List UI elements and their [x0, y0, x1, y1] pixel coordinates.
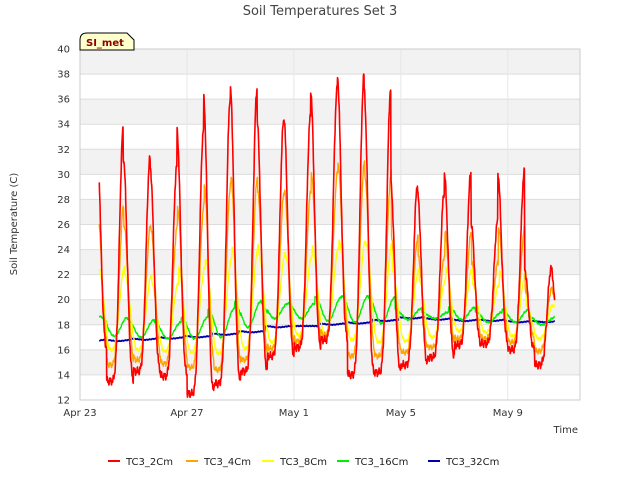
y-tick-label: 26	[57, 220, 70, 231]
y-tick-label: 30	[57, 170, 70, 181]
y-tick-label: 34	[57, 120, 70, 131]
y-tick-label: 22	[57, 270, 70, 281]
y-tick-label: 40	[57, 45, 70, 56]
x-tick-label: Apr 23	[63, 408, 96, 419]
y-tick-label: 32	[57, 145, 70, 156]
y-tick-label: 20	[57, 295, 70, 306]
y-tick-label: 28	[57, 195, 70, 206]
x-tick-label: May 1	[279, 408, 309, 419]
y-tick-label: 38	[57, 70, 70, 81]
legend-label: TC3_2Cm	[125, 457, 173, 468]
plot-frame	[79, 48, 581, 401]
chart-title: Soil Temperatures Set 3	[243, 4, 398, 19]
y-axis-ticks: 12 14 16 18 20 22 24 26 28 30 32 34 36 38 40	[57, 45, 70, 407]
legend-label: TC3_8Cm	[279, 457, 327, 468]
grid-band	[80, 149, 580, 175]
y-axis-label: Soil Temperature (C)	[9, 173, 20, 276]
x-tick-label: Apr 27	[170, 408, 203, 419]
legend-label: TC3_32Cm	[445, 457, 499, 468]
x-axis-ticks: Apr 23 Apr 27 May 1 May 5 May 9	[63, 408, 523, 419]
series-line-tc3-2cm	[98, 73, 556, 399]
x-axis-label: Time	[553, 425, 578, 436]
legend-label: TC3_4Cm	[203, 457, 251, 468]
legend: TC3_2Cm TC3_4Cm TC3_8Cm TC3_16Cm TC3_32Cm	[108, 457, 499, 468]
y-tick-label: 12	[57, 396, 70, 407]
series-lines	[98, 73, 556, 399]
y-tick-label: 24	[57, 245, 70, 256]
grid-band	[80, 99, 580, 125]
site-badge-label: SI_met	[86, 38, 124, 49]
x-tick-label: May 5	[386, 408, 416, 419]
grid-band	[80, 199, 580, 225]
site-badge: SI_met	[79, 32, 135, 51]
grid-band	[80, 49, 580, 75]
y-tick-label: 18	[57, 320, 70, 331]
grid-band	[80, 349, 580, 375]
y-tick-label: 16	[57, 345, 70, 356]
legend-label: TC3_16Cm	[354, 457, 408, 468]
y-tick-label: 36	[57, 95, 70, 106]
y-tick-label: 14	[57, 370, 70, 381]
series-line-tc3-4cm	[98, 160, 556, 374]
x-tick-label: May 9	[493, 408, 523, 419]
